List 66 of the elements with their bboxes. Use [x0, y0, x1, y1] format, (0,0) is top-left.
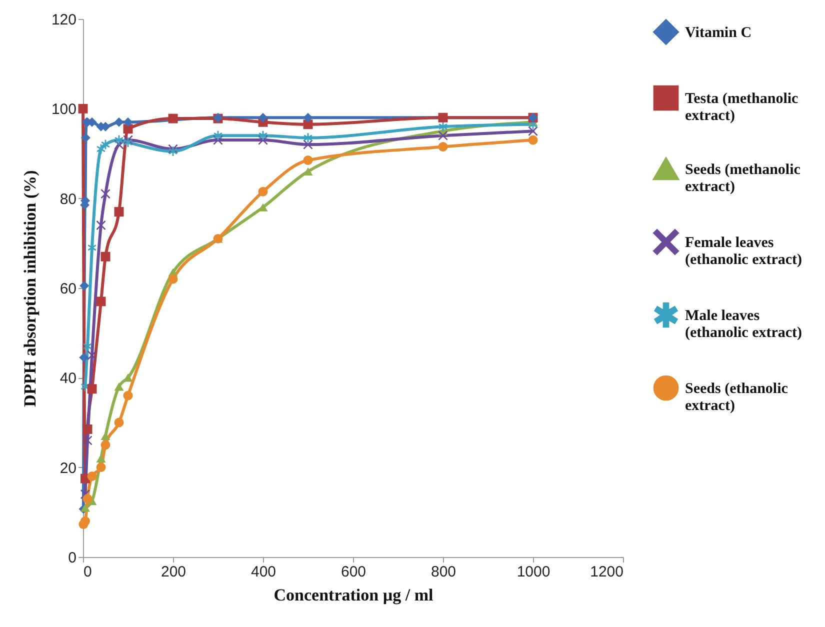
x-tick-label: 200: [160, 564, 186, 580]
point: [96, 462, 106, 472]
x-tick-label: 1000: [516, 564, 550, 580]
point: [168, 274, 178, 284]
point: [528, 126, 538, 136]
y-tick-label: 80: [60, 190, 76, 208]
legend-label: Vitamin C: [685, 25, 752, 41]
point: [438, 130, 448, 140]
point: [87, 350, 97, 360]
point: [96, 454, 106, 462]
legend-label: Seeds (methanolic extract): [685, 162, 801, 195]
point: [114, 382, 124, 391]
point: [258, 186, 268, 196]
point: [82, 424, 92, 434]
point: [100, 189, 110, 199]
point: [100, 252, 110, 262]
point: [82, 494, 92, 504]
point: [214, 130, 222, 140]
point: [79, 352, 89, 362]
point: [100, 440, 110, 450]
point: [114, 207, 124, 217]
x-tick-label: 400: [250, 564, 276, 580]
point: [78, 104, 88, 114]
point: [438, 142, 448, 152]
point: [87, 472, 97, 482]
x-tick-label: 800: [430, 564, 456, 580]
point: [101, 140, 110, 150]
point: [96, 220, 106, 230]
legend-label: Seeds (ethanolic extract): [685, 381, 788, 414]
point: [100, 432, 110, 440]
point: [80, 133, 90, 143]
point: [168, 114, 178, 124]
point: [123, 390, 133, 400]
y-tick-label: 20: [60, 460, 76, 477]
y-axis-title: DPPH absorption inhibition (%): [20, 170, 40, 407]
point: [438, 112, 448, 122]
point: [114, 117, 124, 127]
point: [123, 117, 133, 127]
point: [258, 130, 268, 140]
x-tick-label: 600: [340, 564, 366, 580]
point: [96, 144, 106, 154]
point: [114, 135, 124, 145]
legend-label: Female leaves (ethanolic extract): [685, 235, 802, 268]
point: [258, 203, 268, 212]
point: [304, 133, 312, 143]
point: [258, 112, 268, 122]
point: [303, 155, 313, 165]
legend-label: Testa (methanolic extract): [685, 91, 799, 124]
point: [82, 436, 92, 446]
x-tick-label: 0: [84, 564, 92, 580]
point: [303, 167, 313, 176]
point: [528, 135, 538, 145]
point: [96, 296, 106, 306]
point: [303, 112, 313, 122]
y-tick-label: 40: [60, 370, 76, 388]
point: [114, 418, 124, 428]
y-tick-label: 100: [51, 101, 76, 118]
x-tick-label: 1200: [590, 564, 624, 580]
x-axis-title: Concentration µg / ml: [274, 586, 434, 604]
point: [80, 281, 90, 290]
y-tick-label: 0: [68, 550, 76, 566]
legend-label: Male leaves (ethanolic extract): [685, 308, 802, 341]
y-tick-label: 120: [51, 12, 76, 28]
point: [87, 384, 97, 394]
y-tick-label: 60: [60, 280, 76, 298]
point: [80, 516, 90, 526]
